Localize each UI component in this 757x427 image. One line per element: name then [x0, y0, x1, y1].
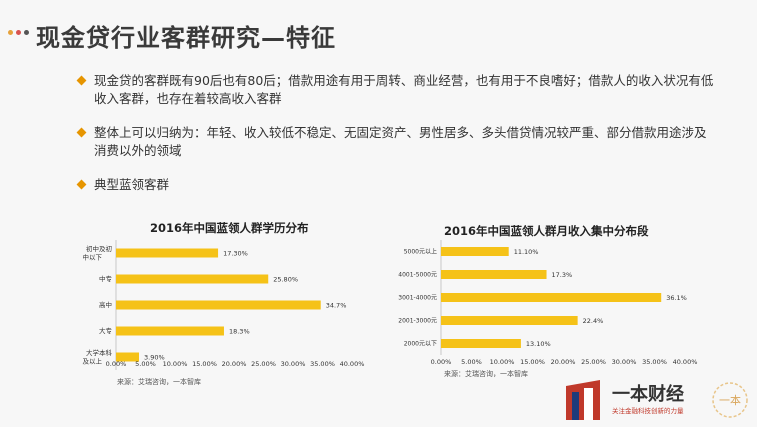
x-tick-label: 10.00%	[490, 358, 515, 366]
diamond-bullet-icon	[76, 75, 87, 86]
bar	[441, 316, 578, 325]
brand-mark-icon	[566, 380, 600, 420]
x-tick-label: 5.00%	[461, 358, 482, 366]
brand-slogan: 关注金融科技创新的力量	[612, 407, 684, 415]
category-label: 2000元以下	[404, 341, 437, 348]
chart2-title: 2016年中国蓝领人群月收入集中分布段	[444, 224, 649, 238]
brand-logo: 一本财经 关注金融科技创新的力量 一本	[560, 378, 750, 422]
category-label: 2001-3000元	[398, 318, 437, 325]
diamond-bullet-icon	[76, 179, 87, 190]
bar	[441, 247, 509, 256]
category-label: 初中及初中以下	[83, 244, 113, 262]
x-tick-label: 10.00%	[163, 360, 188, 368]
bullet-text: 整体上可以归纳为：年轻、收入较低不稳定、无固定资产、男性居多、多头借贷情况较严重…	[94, 125, 707, 158]
page-title: 现金贷行业客群研究—特征	[36, 24, 336, 52]
x-tick-label: 15.00%	[192, 360, 217, 368]
bar	[116, 274, 269, 284]
x-tick-label: 0.00%	[106, 360, 127, 368]
x-tick-label: 35.00%	[642, 358, 667, 366]
data-label: 13.10%	[526, 340, 551, 348]
category-label: 3001-4000元	[398, 295, 437, 302]
data-label: 18.3%	[229, 328, 250, 336]
data-label: 25.80%	[273, 276, 298, 284]
x-tick-label: 25.00%	[251, 360, 276, 368]
x-tick-label: 20.00%	[222, 360, 247, 368]
bar	[441, 270, 547, 279]
x-tick-label: 25.00%	[581, 358, 606, 366]
category-label: 大学本科及以上	[83, 348, 113, 366]
data-label: 17.3%	[552, 271, 573, 279]
bar	[116, 248, 219, 258]
chart1-source: 来源：艾瑞咨询，一本智库	[117, 378, 201, 386]
education-bar-chart: 初中及初中以下 17.30% 中专 25.80% 高中 34.7% 大专 18.3% 大学本科及…	[83, 240, 365, 370]
bar	[116, 352, 140, 362]
x-tick-label: 40.00%	[673, 358, 698, 366]
dot-1	[8, 30, 13, 35]
diamond-bullet-icon	[76, 127, 87, 138]
data-label: 34.7%	[326, 302, 347, 310]
x-tick-label: 40.00%	[340, 360, 365, 368]
bullet-item: 典型蓝领客群	[76, 176, 718, 194]
bar	[116, 300, 321, 310]
bullet-text: 典型蓝领客群	[94, 177, 170, 192]
data-label: 22.4%	[583, 317, 604, 325]
category-label: 5000元以上	[404, 248, 437, 256]
bullet-item: 整体上可以归纳为：年轻、收入较低不稳定、无固定资产、男性居多、多头借贷情况较严重…	[76, 124, 718, 160]
x-tick-label: 30.00%	[281, 360, 306, 368]
x-tick-label: 5.00%	[135, 360, 156, 368]
bar	[441, 339, 521, 348]
x-tick-label: 35.00%	[310, 360, 335, 368]
seal-text: 一本	[719, 393, 741, 407]
chart1-title: 2016年中国蓝领人群学历分布	[150, 221, 309, 235]
category-label: 大专	[99, 326, 113, 335]
data-label: 11.10%	[514, 248, 539, 256]
category-label: 中专	[99, 274, 113, 283]
data-label: 3.90%	[144, 354, 165, 362]
x-tick-label: 30.00%	[612, 358, 637, 366]
chart2-source: 来源：艾瑞咨询，一本智库	[444, 370, 528, 378]
brand-seal-icon: 一本	[712, 382, 748, 418]
category-label: 4001-5000元	[398, 272, 437, 279]
bullet-list: 现金贷的客群既有90后也有80后；借款用途有用于周转、商业经营，也有用于不良嗜好…	[76, 72, 718, 210]
bar	[441, 293, 662, 302]
x-tick-label: 15.00%	[520, 358, 545, 366]
dot-2	[16, 30, 21, 35]
brand-name: 一本财经	[612, 384, 684, 405]
income-bar-chart: 5000元以上 11.10% 4001-5000元 17.3% 3001-4000元 36…	[398, 240, 698, 366]
title-dots	[8, 30, 29, 35]
data-label: 36.1%	[666, 294, 687, 302]
bar	[116, 326, 224, 336]
x-tick-label: 20.00%	[551, 358, 576, 366]
x-tick-label: 0.00%	[431, 358, 452, 366]
dot-3	[24, 30, 29, 35]
bullet-item: 现金贷的客群既有90后也有80后；借款用途有用于周转、商业经营，也有用于不良嗜好…	[76, 72, 718, 108]
category-label: 高中	[99, 300, 112, 309]
bullet-text: 现金贷的客群既有90后也有80后；借款用途有用于周转、商业经营，也有用于不良嗜好…	[94, 73, 714, 106]
data-label: 17.30%	[223, 250, 248, 258]
